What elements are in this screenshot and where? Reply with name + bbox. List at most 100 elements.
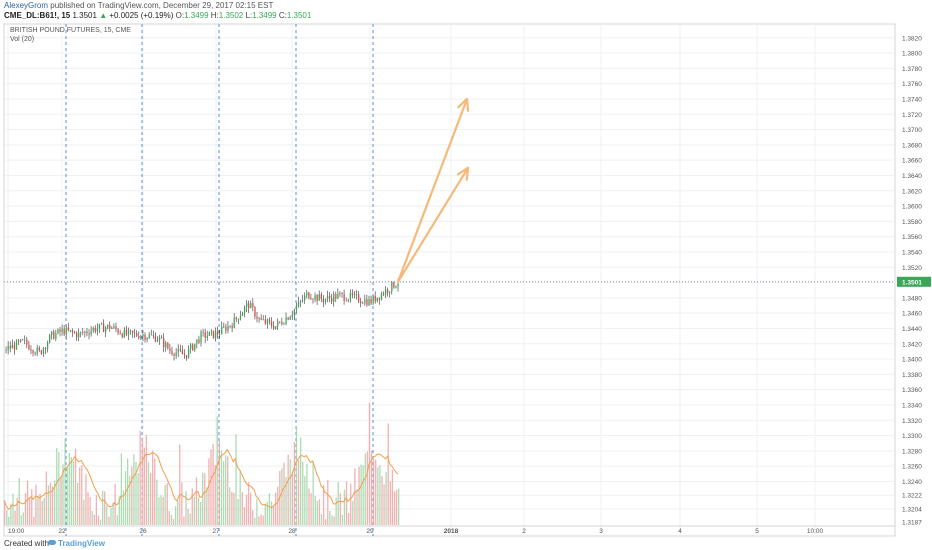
candle-body — [127, 330, 130, 335]
volume-bar — [145, 434, 148, 525]
author-link[interactable]: AlexeyGrom — [4, 1, 49, 10]
candle-body — [121, 333, 123, 338]
candle-body — [117, 329, 119, 334]
candle-body — [258, 318, 260, 319]
volume-bar — [295, 426, 298, 525]
candle-body — [119, 333, 121, 334]
volume-bar — [322, 485, 325, 525]
chart-area[interactable]: 1.3204 1.3222 1.3240 1.3260 1.3280 1.3300 1.33… — [0, 21, 932, 539]
candle-body — [13, 344, 16, 350]
legend-volume[interactable]: Vol (20) — [10, 36, 35, 43]
candle-body — [46, 342, 49, 349]
high-label: H: — [210, 11, 219, 20]
volume-bar — [395, 489, 398, 525]
volume-bar — [143, 447, 145, 525]
candle-body — [254, 307, 256, 317]
last-price-label: 1.3501 — [902, 279, 922, 286]
volume-bar — [235, 434, 237, 525]
x-tick-label: 22 — [58, 528, 66, 535]
candle-body — [233, 317, 235, 328]
volume-bar — [254, 517, 256, 525]
candle-body — [324, 298, 327, 303]
y-tick-label: 1.3720 — [902, 112, 922, 119]
candle-body — [316, 295, 318, 301]
candle-body — [190, 344, 192, 349]
candle-body — [229, 325, 231, 327]
candle-body — [314, 295, 316, 300]
volume-bar — [35, 484, 37, 525]
volume-bar — [45, 471, 47, 525]
y-tick-label: 1.3300 — [902, 433, 922, 440]
candle-body — [252, 303, 254, 308]
volume-bar — [172, 518, 175, 525]
volume-bar — [377, 467, 379, 525]
candle-body — [183, 354, 186, 356]
x-tick-label: 29 — [366, 528, 374, 535]
candle-body — [331, 298, 333, 302]
candle-body — [235, 317, 237, 319]
volume-bar — [208, 458, 210, 525]
candle-body — [372, 295, 374, 304]
candle-body — [169, 348, 171, 351]
candle-body — [167, 343, 169, 349]
candle-body — [22, 339, 24, 341]
volume-bar — [229, 487, 231, 525]
candle-body — [219, 334, 221, 335]
price-chart[interactable]: 1.3204 1.3222 1.3240 1.3260 1.3280 1.3300 1.33… — [0, 21, 932, 539]
publish-info: AlexeyGrom published on TradingView.com,… — [4, 1, 273, 10]
x-tick-label: 4 — [678, 528, 682, 535]
candle-body — [179, 348, 181, 351]
y-tick-label: 1.3520 — [902, 265, 922, 272]
candle-body — [173, 354, 175, 356]
candle-body — [312, 299, 314, 301]
symbol-name[interactable]: CME_DL:B61!, 15 — [4, 11, 71, 20]
volume-bar — [126, 458, 129, 525]
candle-body — [142, 334, 144, 336]
candle-body — [287, 317, 289, 320]
y-tick-label: 1.3340 — [902, 402, 922, 409]
volume-bar — [156, 479, 158, 525]
volume-bar — [197, 498, 200, 525]
volume-bar — [347, 512, 350, 525]
volume-bar — [325, 519, 327, 525]
volume-bar — [124, 471, 127, 525]
candle-body — [32, 350, 34, 354]
candle-body — [71, 330, 74, 333]
y-tick-label: 1.3320 — [902, 418, 922, 425]
volume-bar — [116, 515, 118, 525]
candle-body — [370, 298, 372, 304]
volume-bar — [383, 484, 385, 525]
volume-bar — [285, 476, 287, 525]
volume-bar — [345, 481, 348, 525]
candle-body — [49, 335, 51, 343]
volume-bar — [266, 501, 268, 525]
candle-body — [335, 294, 337, 299]
volume-bar — [10, 503, 12, 525]
volume-bar — [199, 501, 202, 525]
candle-body — [42, 348, 45, 354]
candle-body — [202, 331, 204, 333]
candle-body — [36, 347, 38, 354]
y-tick-label: 1.3760 — [902, 81, 922, 88]
candle-body — [5, 349, 7, 351]
volume-bar — [68, 453, 70, 525]
candle-body — [38, 347, 40, 351]
candle-body — [368, 298, 370, 306]
tradingview-logo[interactable]: TradingView — [58, 539, 105, 548]
volume-bar — [29, 498, 31, 525]
candle-body — [395, 286, 397, 288]
volume-bar — [135, 461, 137, 525]
volume-bar — [81, 465, 83, 525]
y-tick-label: 1.3420 — [902, 341, 922, 348]
footer: Created with TradingView — [0, 538, 932, 550]
candle-body — [115, 326, 117, 330]
candle-body — [92, 327, 94, 331]
x-tick-label: 27 — [212, 528, 220, 535]
volume-bar — [375, 459, 377, 525]
candle-body — [239, 315, 242, 320]
candle-body — [225, 326, 227, 331]
candle-body — [196, 339, 198, 344]
volume-bar — [329, 510, 331, 525]
volume-bar — [391, 469, 394, 525]
x-tick-label: 5 — [755, 528, 759, 535]
